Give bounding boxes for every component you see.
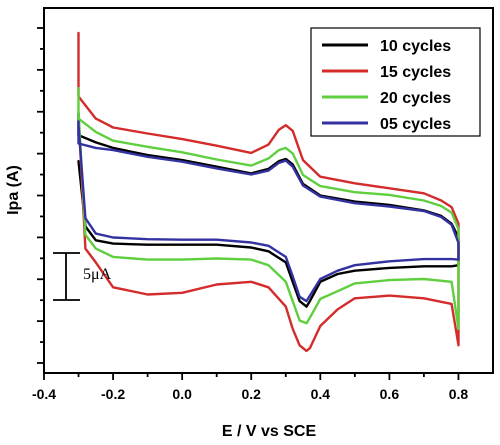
y-axis-title: Ipa (A) — [5, 165, 22, 215]
x-tick-label: -0.2 — [101, 386, 125, 402]
x-tick-label: 0.8 — [449, 386, 469, 402]
x-tick-label: 0.2 — [241, 386, 261, 402]
legend-label: 20 cycles — [380, 90, 451, 107]
series-20-cycles — [77, 86, 460, 330]
x-axis: -0.4 -0.2 0.0 0.2 0.4 0.6 0.8 — [32, 373, 468, 402]
series-15-cycles — [77, 31, 460, 353]
series-10-cycles — [77, 111, 460, 308]
x-tick-label: 0.6 — [380, 386, 400, 402]
x-tick-label: -0.4 — [32, 386, 56, 402]
legend-label: 15 cycles — [380, 64, 451, 81]
series-layer — [77, 31, 460, 353]
x-tick-label: 0.0 — [172, 386, 192, 402]
legend-label: 10 cycles — [380, 38, 451, 55]
plot-frame — [43, 7, 494, 374]
x-tick-label: 0.4 — [311, 386, 331, 402]
legend: 10 cycles 15 cycles 20 cycles 05 cycles — [310, 27, 481, 137]
scale-bar: 5μA — [53, 252, 112, 301]
y-axis — [37, 27, 44, 364]
x-axis-title: E / V vs SCE — [222, 423, 317, 440]
legend-label: 05 cycles — [380, 116, 451, 133]
series-05-cycles — [77, 120, 460, 303]
scale-bar-label: 5μA — [83, 266, 112, 283]
